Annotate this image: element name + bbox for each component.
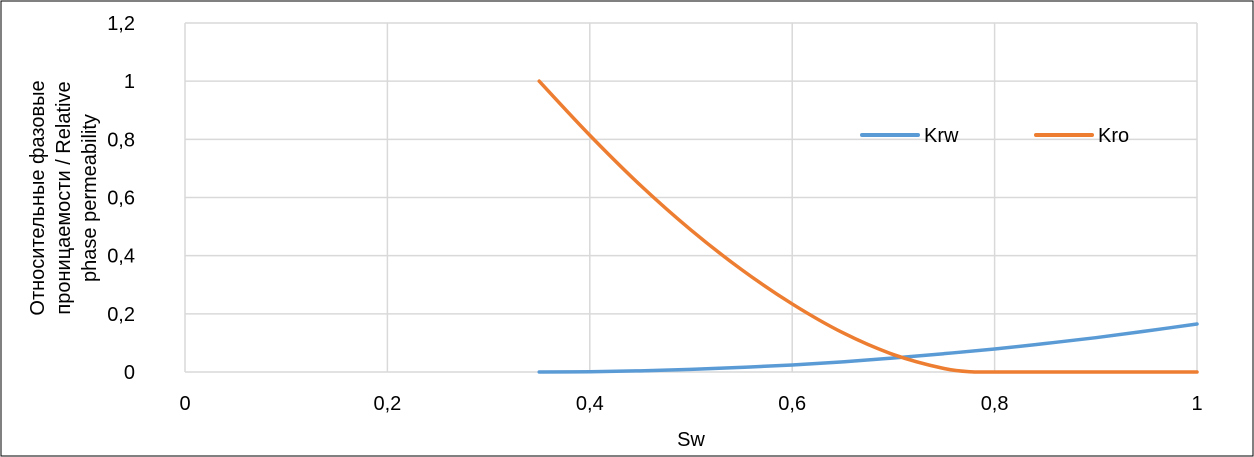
y-axis-label-line: phase permeability — [79, 114, 101, 282]
y-tick-label: 0 — [124, 362, 135, 384]
legend: Krw Kro — [860, 125, 1129, 147]
y-tick-label: 1 — [124, 71, 135, 93]
y-tick-label: 0,2 — [107, 304, 135, 326]
y-tick-label: 0,6 — [107, 188, 135, 210]
y-tick-label: 0,4 — [107, 246, 135, 268]
series-line-krw — [537, 322, 1199, 374]
y-tick-label: 1,2 — [107, 13, 135, 35]
x-tick-label: 0,2 — [373, 393, 401, 415]
x-tick-label: 0,8 — [981, 393, 1009, 415]
x-tick-label: 1 — [1191, 393, 1202, 415]
x-tick-label: 0,6 — [778, 393, 806, 415]
series-line-kro — [537, 79, 1199, 374]
y-axis-label: Относительные фазовые проницаемости / Re… — [27, 80, 101, 315]
y-axis-label-line: Относительные фазовые — [27, 80, 49, 315]
legend-krw-label: Krw — [924, 125, 959, 147]
y-axis-label-line: проницаемости / Relative — [53, 81, 75, 314]
x-axis-label: Sw — [677, 429, 705, 451]
x-tick-label: 0 — [179, 393, 190, 415]
legend-kro-label: Kro — [1098, 125, 1129, 147]
y-tick-label: 0,8 — [107, 129, 135, 151]
x-tick-label: 0,4 — [576, 393, 604, 415]
